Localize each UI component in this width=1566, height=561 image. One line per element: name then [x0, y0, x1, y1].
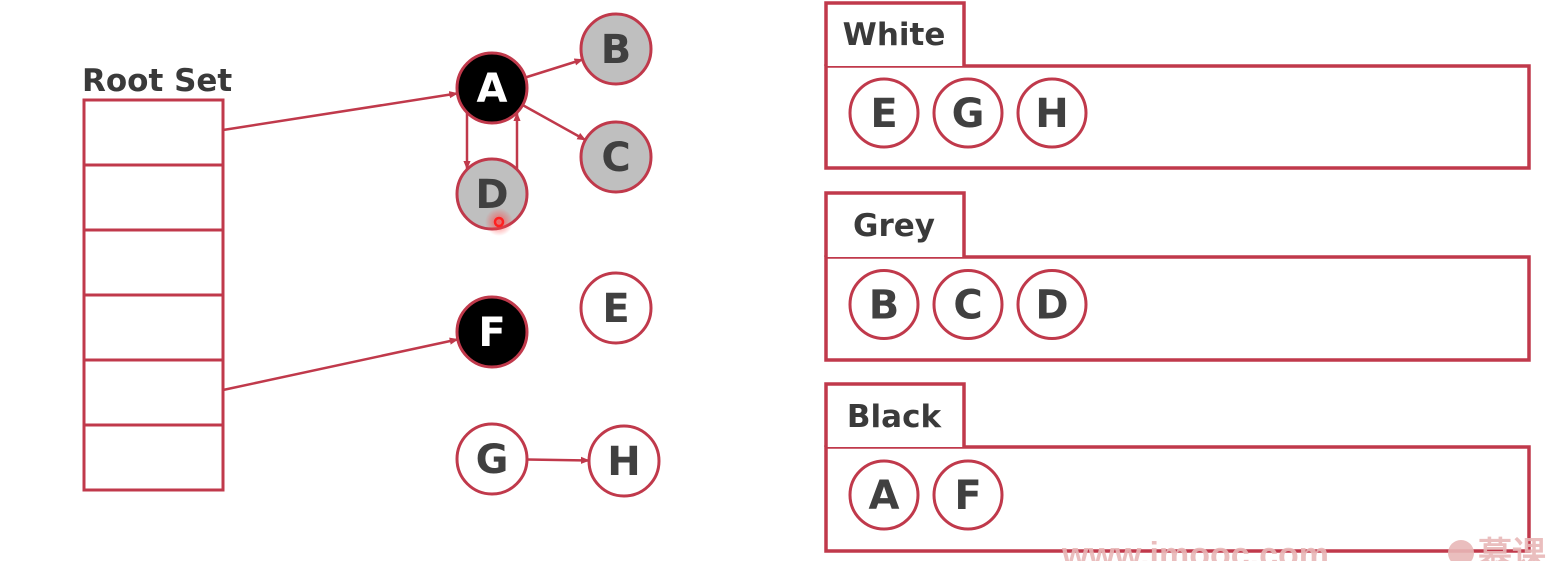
reference-edges: [222, 58, 590, 464]
mouse-pointer: [485, 208, 513, 236]
node-E: E: [579, 271, 653, 345]
set-box: [824, 64, 1531, 170]
node-circle: [579, 12, 653, 86]
color-sets: White E G H Grey B C D Black A F: [824, 1, 1531, 553]
node-C: C: [579, 120, 653, 194]
set-item-circle: [932, 459, 1004, 531]
set-item-E: E: [848, 77, 920, 149]
node-circle: [579, 271, 653, 345]
root-set-slot: [82, 163, 225, 232]
set-tab: [824, 191, 966, 257]
node-circle: [455, 295, 529, 369]
watermark-site: www.imooc.com: [1061, 536, 1329, 561]
node-H: H: [587, 424, 661, 498]
node-label: H: [607, 439, 640, 485]
set-box: [824, 255, 1531, 362]
root-set: Root Set: [82, 63, 232, 492]
set-tab: [824, 1, 966, 66]
edge-G-to-H: [526, 456, 590, 464]
set-item-label: C: [953, 283, 982, 329]
node-circle: [579, 120, 653, 194]
brand-logo-icon: [1448, 540, 1474, 561]
set-item-label: H: [1035, 91, 1068, 137]
set-item-circle: [1016, 77, 1088, 149]
set-tab: [824, 382, 966, 447]
set-black: Black A F: [824, 382, 1531, 553]
root-set-slots: [82, 98, 225, 492]
pointer-dot: [493, 216, 505, 228]
node-label: C: [601, 135, 630, 181]
set-item-label: B: [869, 283, 900, 329]
set-item-circle: [932, 269, 1004, 340]
watermark-brand: 慕课: [1478, 536, 1547, 561]
set-item-label: F: [954, 473, 981, 519]
node-circle: [455, 51, 529, 125]
set-title: White: [843, 17, 946, 53]
edge-root-slot-0-to-A: [222, 91, 459, 132]
node-label: E: [602, 286, 629, 332]
set-item-circle: [848, 459, 920, 531]
set-item-G: G: [932, 77, 1004, 149]
set-item-H: H: [1016, 77, 1088, 149]
node-label: A: [477, 66, 508, 112]
node-F: F: [455, 295, 529, 369]
set-item-circle: [848, 77, 920, 149]
node-label: G: [476, 437, 509, 483]
set-item-label: E: [870, 91, 897, 137]
node-G: G: [455, 422, 529, 496]
set-item-label: G: [952, 91, 985, 137]
set-item-circle: [932, 77, 1004, 149]
root-set-slot: [82, 423, 225, 492]
set-item-A: A: [848, 459, 920, 531]
set-title: Grey: [853, 208, 935, 244]
node-label: F: [478, 310, 505, 356]
set-grey: Grey B C D: [824, 191, 1531, 362]
set-item-D: D: [1016, 269, 1088, 340]
set-item-label: D: [1035, 283, 1068, 329]
root-set-slot: [82, 98, 225, 167]
set-item-B: B: [848, 269, 920, 340]
node-circle: [587, 424, 661, 498]
root-set-label: Root Set: [82, 63, 232, 99]
pointer-glow: [485, 208, 513, 236]
node-A: A: [455, 51, 529, 125]
node-circle: [455, 422, 529, 496]
node-label: B: [601, 27, 632, 73]
root-set-slot: [82, 228, 225, 297]
set-item-label: A: [869, 473, 900, 519]
set-title: Black: [847, 399, 943, 435]
node-B: B: [579, 12, 653, 86]
set-item-F: F: [932, 459, 1004, 531]
edge-root-slot-4-to-F: [222, 337, 459, 392]
edge-A-to-B: [525, 58, 584, 79]
set-item-circle: [848, 269, 920, 340]
set-item-circle: [1016, 269, 1088, 340]
root-set-slot: [82, 293, 225, 362]
root-set-slot: [82, 358, 225, 427]
watermark: www.imooc.com 慕课: [1061, 536, 1547, 561]
set-white: White E G H: [824, 1, 1531, 170]
set-item-C: C: [932, 269, 1004, 340]
edge-A-to-C: [521, 103, 587, 142]
